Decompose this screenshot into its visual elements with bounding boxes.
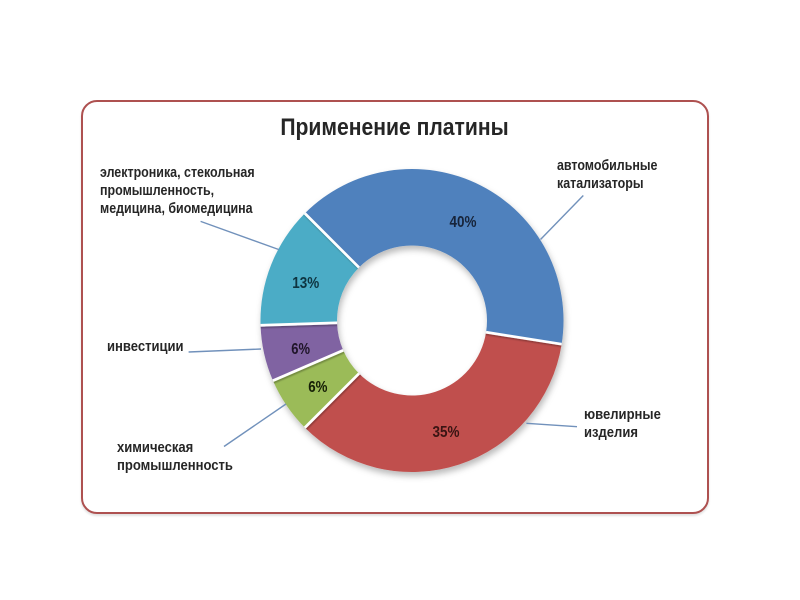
- svg-text:6%: 6%: [308, 379, 327, 396]
- svg-text:35%: 35%: [433, 424, 460, 441]
- svg-text:40%: 40%: [450, 214, 477, 231]
- svg-text:6%: 6%: [291, 341, 310, 358]
- svg-text:13%: 13%: [292, 275, 319, 292]
